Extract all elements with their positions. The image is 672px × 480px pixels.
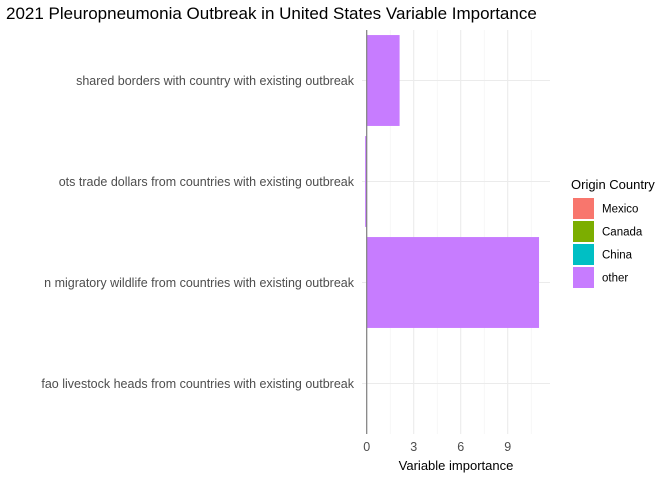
legend-key-china: [573, 244, 594, 265]
category-label: fao livestock heads from countries with …: [41, 377, 354, 391]
category-label: n migratory wildlife from countries with…: [44, 276, 355, 290]
x-axis-title: Variable importance: [399, 458, 514, 473]
x-tick-label: 3: [410, 440, 417, 454]
category-label: ots trade dollars from countries with ex…: [59, 175, 355, 189]
legend-key-mexico: [573, 198, 594, 219]
category-label: shared borders with country with existin…: [76, 74, 355, 88]
bar: [366, 35, 400, 126]
legend-key-canada: [573, 221, 594, 242]
legend-label: other: [602, 273, 628, 285]
legend-label: Mexico: [602, 204, 638, 216]
bar: [365, 136, 367, 227]
bar: [366, 237, 540, 328]
legend-title: Origin Country: [571, 177, 655, 192]
x-tick-label: 9: [504, 440, 511, 454]
x-tick-label: 0: [363, 440, 370, 454]
legend-label: Canada: [602, 227, 643, 239]
plot-panel: [362, 30, 550, 434]
x-tick-label: 6: [457, 440, 464, 454]
chart-title: 2021 Pleuropneumonia Outbreak in United …: [6, 4, 537, 23]
legend-key-other: [573, 267, 594, 288]
legend-label: China: [602, 250, 633, 262]
category-labels: shared borders with country with existin…: [41, 74, 354, 391]
x-tick-labels: 0 3 6 9: [363, 440, 511, 454]
legend: Origin Country Mexico Canada China other: [571, 177, 655, 288]
